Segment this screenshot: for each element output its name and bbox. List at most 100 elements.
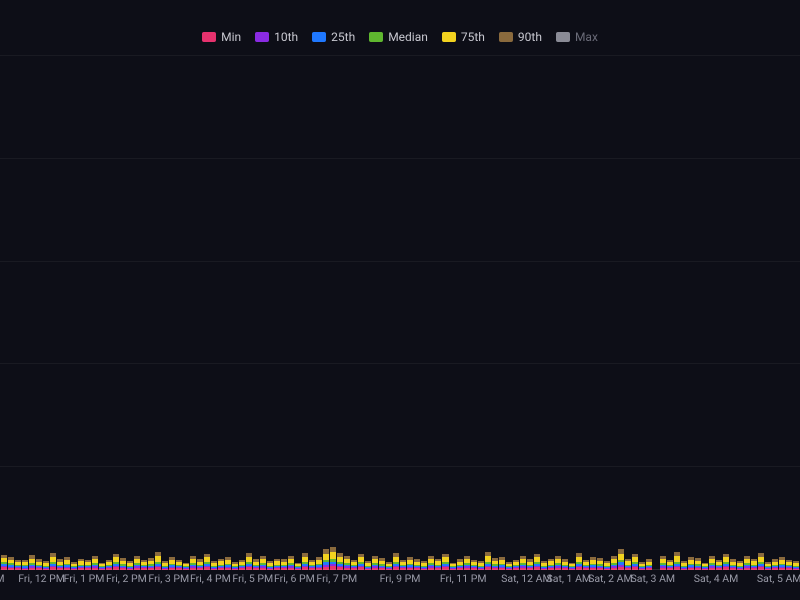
chart-bar[interactable] [674, 56, 680, 570]
chart-bar[interactable] [134, 56, 140, 570]
chart-bar[interactable] [106, 56, 112, 570]
chart-bar[interactable] [120, 56, 126, 570]
chart-bar[interactable] [618, 56, 624, 570]
chart-bar[interactable] [393, 56, 399, 570]
chart-bar[interactable] [499, 56, 505, 570]
chart-bar[interactable] [64, 56, 70, 570]
chart-bar[interactable] [330, 56, 336, 570]
chart-bar[interactable] [758, 56, 764, 570]
chart-bar[interactable] [506, 56, 512, 570]
chart-bar[interactable] [351, 56, 357, 570]
chart-bar[interactable] [428, 56, 434, 570]
chart-bar[interactable] [267, 56, 273, 570]
chart-bar[interactable] [169, 56, 175, 570]
chart-bar[interactable] [709, 56, 715, 570]
chart-bar[interactable] [702, 56, 708, 570]
chart-bar[interactable] [625, 56, 631, 570]
chart-bar[interactable] [358, 56, 364, 570]
chart-bar[interactable] [372, 56, 378, 570]
chart-bar[interactable] [113, 56, 119, 570]
chart-bar[interactable] [78, 56, 84, 570]
chart-bar[interactable] [232, 56, 238, 570]
chart-bar[interactable] [43, 56, 49, 570]
chart-bar[interactable] [639, 56, 645, 570]
chart-bar[interactable] [323, 56, 329, 570]
chart-bar[interactable] [569, 56, 575, 570]
chart-bar[interactable] [225, 56, 231, 570]
chart-bar[interactable] [344, 56, 350, 570]
legend-item-median[interactable]: Median [369, 30, 428, 44]
chart-bar[interactable] [162, 56, 168, 570]
chart-bar[interactable] [513, 56, 519, 570]
chart-bar[interactable] [57, 56, 63, 570]
chart-bar[interactable] [604, 56, 610, 570]
chart-bar[interactable] [772, 56, 778, 570]
chart-bar[interactable] [457, 56, 463, 570]
chart-bar[interactable] [400, 56, 406, 570]
legend-item-p75[interactable]: 75th [442, 30, 485, 44]
chart-bar[interactable] [281, 56, 287, 570]
chart-bar[interactable] [309, 56, 315, 570]
chart-bar[interactable] [464, 56, 470, 570]
chart-bar[interactable] [653, 56, 659, 570]
chart-bar[interactable] [414, 56, 420, 570]
chart-bar[interactable] [737, 56, 743, 570]
chart-bar[interactable] [8, 56, 14, 570]
chart-bar[interactable] [597, 56, 603, 570]
chart-bar[interactable] [15, 56, 21, 570]
chart-bar[interactable] [442, 56, 448, 570]
legend-item-max[interactable]: Max [556, 30, 598, 44]
chart-bar[interactable] [723, 56, 729, 570]
chart-bar[interactable] [695, 56, 701, 570]
chart-bar[interactable] [562, 56, 568, 570]
chart-bar[interactable] [485, 56, 491, 570]
chart-bar[interactable] [548, 56, 554, 570]
chart-bar[interactable] [295, 56, 301, 570]
chart-bar[interactable] [407, 56, 413, 570]
chart-bar[interactable] [302, 56, 308, 570]
chart-bar[interactable] [50, 56, 56, 570]
chart-bar[interactable] [555, 56, 561, 570]
chart-bar[interactable] [22, 56, 28, 570]
chart-bar[interactable] [127, 56, 133, 570]
chart-bar[interactable] [29, 56, 35, 570]
chart-bar[interactable] [288, 56, 294, 570]
chart-bar[interactable] [148, 56, 154, 570]
chart-bar[interactable] [316, 56, 322, 570]
chart-bar[interactable] [576, 56, 582, 570]
chart-bar[interactable] [190, 56, 196, 570]
chart-bar[interactable] [793, 56, 799, 570]
chart-bar[interactable] [779, 56, 785, 570]
chart-bar[interactable] [421, 56, 427, 570]
legend-item-min[interactable]: Min [202, 30, 241, 44]
chart-bar[interactable] [688, 56, 694, 570]
legend-item-p25[interactable]: 25th [312, 30, 355, 44]
chart-bar[interactable] [534, 56, 540, 570]
chart-bar[interactable] [435, 56, 441, 570]
chart-bar[interactable] [260, 56, 266, 570]
chart-bar[interactable] [274, 56, 280, 570]
chart-bar[interactable] [246, 56, 252, 570]
legend-item-p10[interactable]: 10th [255, 30, 298, 44]
chart-bar[interactable] [99, 56, 105, 570]
chart-bar[interactable] [590, 56, 596, 570]
chart-bar[interactable] [141, 56, 147, 570]
chart-bar[interactable] [253, 56, 259, 570]
chart-bar[interactable] [478, 56, 484, 570]
chart-bar[interactable] [541, 56, 547, 570]
chart-bar[interactable] [744, 56, 750, 570]
chart-bar[interactable] [1, 56, 7, 570]
chart-bar[interactable] [716, 56, 722, 570]
chart-bar[interactable] [527, 56, 533, 570]
chart-bar[interactable] [450, 56, 456, 570]
legend-item-p90[interactable]: 90th [499, 30, 542, 44]
chart-bar[interactable] [611, 56, 617, 570]
chart-bar[interactable] [667, 56, 673, 570]
chart-bar[interactable] [386, 56, 392, 570]
chart-bar[interactable] [471, 56, 477, 570]
chart-bar[interactable] [176, 56, 182, 570]
chart-bar[interactable] [632, 56, 638, 570]
chart-bar[interactable] [218, 56, 224, 570]
chart-bar[interactable] [765, 56, 771, 570]
chart-bar[interactable] [786, 56, 792, 570]
